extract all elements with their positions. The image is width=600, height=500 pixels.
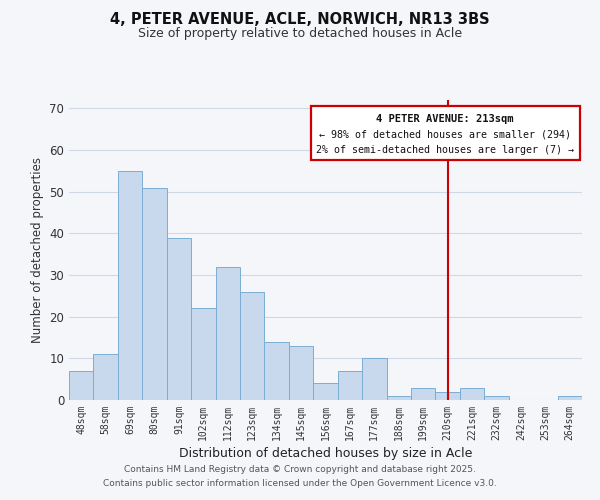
Bar — [265, 342, 289, 400]
Bar — [191, 308, 215, 400]
Text: Size of property relative to detached houses in Acle: Size of property relative to detached ho… — [138, 28, 462, 40]
Text: 2% of semi-detached houses are larger (7) →: 2% of semi-detached houses are larger (7… — [316, 144, 574, 154]
Text: 4, PETER AVENUE, ACLE, NORWICH, NR13 3BS: 4, PETER AVENUE, ACLE, NORWICH, NR13 3BS — [110, 12, 490, 28]
Bar — [69, 371, 94, 400]
Bar — [142, 188, 167, 400]
Bar — [94, 354, 118, 400]
Bar — [167, 238, 191, 400]
Bar — [289, 346, 313, 400]
Text: ← 98% of detached houses are smaller (294): ← 98% of detached houses are smaller (29… — [319, 129, 571, 139]
X-axis label: Distribution of detached houses by size in Acle: Distribution of detached houses by size … — [179, 447, 472, 460]
Bar — [362, 358, 386, 400]
FancyBboxPatch shape — [311, 106, 580, 160]
Bar — [240, 292, 265, 400]
Text: 4 PETER AVENUE: 213sqm: 4 PETER AVENUE: 213sqm — [376, 114, 514, 124]
Bar — [557, 396, 582, 400]
Bar — [484, 396, 509, 400]
Bar — [436, 392, 460, 400]
Text: Contains HM Land Registry data © Crown copyright and database right 2025.
Contai: Contains HM Land Registry data © Crown c… — [103, 466, 497, 487]
Bar — [215, 266, 240, 400]
Bar — [338, 371, 362, 400]
Bar — [460, 388, 484, 400]
Bar — [386, 396, 411, 400]
Bar — [313, 384, 338, 400]
Y-axis label: Number of detached properties: Number of detached properties — [31, 157, 44, 343]
Bar — [118, 171, 142, 400]
Bar — [411, 388, 436, 400]
